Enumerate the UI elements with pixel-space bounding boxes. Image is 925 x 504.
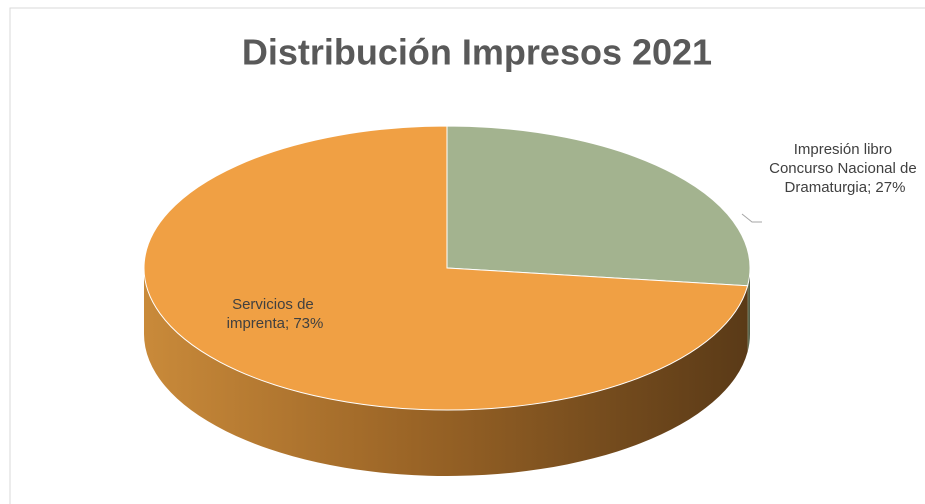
leader-line [741,213,762,223]
label-line: Concurso Nacional de [769,160,921,177]
pie-slice [143,125,749,411]
data-label: Servicios de imprenta; 73% [227,296,324,332]
pie-side [144,268,748,477]
pie-side [747,268,750,352]
data-label: Impresión libro Concurso Nacional de Dra… [769,141,921,196]
chart-title: Distribución Impresos 2021 [242,32,712,73]
label-line: Impresión libro [794,141,897,158]
pie-slice [446,125,751,287]
label-line: Servicios de [232,296,318,313]
label-line: imprenta; 73% [227,315,324,332]
label-line: Dramaturgia; 27% [785,179,906,196]
pie: Impresión libro Concurso Nacional de Dra… [143,125,921,477]
